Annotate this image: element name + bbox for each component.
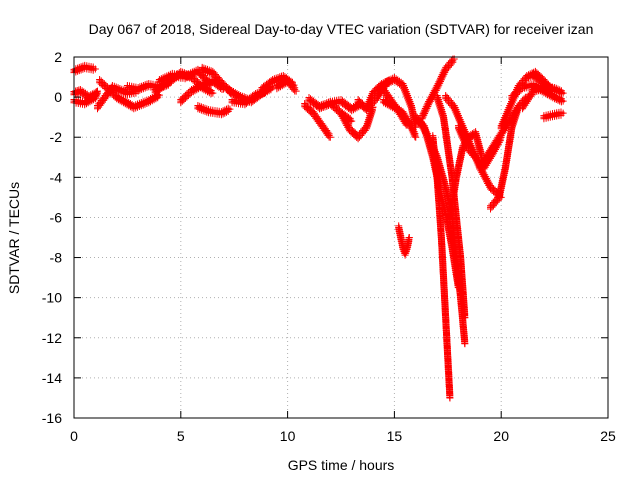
data-point [184,92,192,100]
series-trace-27 [418,55,458,123]
data-point [421,108,429,116]
x-tick-label: 25 [600,428,616,444]
y-tick-label: 2 [54,49,62,65]
data-point [421,110,429,117]
data-points [70,55,567,402]
y-axis-label: SDTVAR / TECUs [6,182,22,294]
data-point [180,96,188,104]
series-trace-15 [273,76,300,95]
data-point [461,340,469,348]
data-point [445,63,452,71]
series-trace-29 [433,92,469,322]
grid-lines [74,57,608,418]
data-point [183,93,191,101]
data-point [446,62,454,70]
chart-title: Day 067 of 2018, Sidereal Day-to-day VTE… [89,21,594,37]
data-point [226,105,234,113]
data-point [369,100,377,108]
x-tick-label: 5 [177,428,185,444]
data-point [419,113,427,121]
data-point [348,117,356,125]
data-point [292,87,300,95]
series-trace-05 [96,76,163,113]
x-tick-label: 10 [280,428,296,444]
data-point [207,90,215,98]
series-trace-16 [301,100,334,141]
y-tick-label: -2 [50,129,63,145]
series-trace-24 [395,222,413,259]
data-point [434,83,442,91]
series-trace-14 [258,72,298,95]
data-point [91,65,99,73]
data-point [93,89,101,97]
y-tick-label: -14 [42,370,62,386]
data-point [427,97,434,105]
data-point [433,85,441,93]
x-tick-label: 0 [70,428,78,444]
data-point [403,121,411,129]
data-point [357,132,365,139]
series-trace-19 [337,103,377,143]
data-point [446,394,454,402]
data-point [422,106,430,114]
data-point [461,314,469,322]
data-point [424,103,432,110]
data-point [326,133,334,141]
series-trace-28 [429,132,454,402]
data-point [356,133,363,141]
data-point [427,95,435,103]
data-point [423,104,431,112]
data-point [436,79,444,87]
y-tick-label: -8 [50,250,63,266]
y-tick-label: -10 [42,290,62,306]
data-point [432,87,440,94]
data-point [440,70,448,78]
data-point [155,91,163,99]
x-axis-label: GPS time / hours [288,457,395,473]
data-point [437,78,444,85]
data-point [420,111,428,119]
data-point [437,76,445,84]
y-tick-label: -4 [50,169,63,185]
series-trace-09 [177,76,228,107]
data-point [178,97,186,105]
series-trace-23 [378,82,411,129]
y-tick-label: -12 [42,330,62,346]
data-point [368,101,376,109]
series-trace-11 [194,102,234,119]
data-point [449,58,457,66]
data-point [405,234,413,241]
data-point [209,89,217,97]
data-point [418,115,426,123]
data-point [447,60,455,68]
data-point [439,72,447,80]
series-trace-03 [70,86,101,103]
y-tick-label: 0 [54,89,62,105]
y-tick-label: -6 [50,209,63,225]
data-point [361,127,369,134]
x-tick-label: 15 [387,428,403,444]
y-tick-label: -16 [42,410,62,426]
x-tick-label: 20 [493,428,509,444]
data-point [435,81,443,89]
data-point [412,133,420,141]
data-point [374,93,382,101]
